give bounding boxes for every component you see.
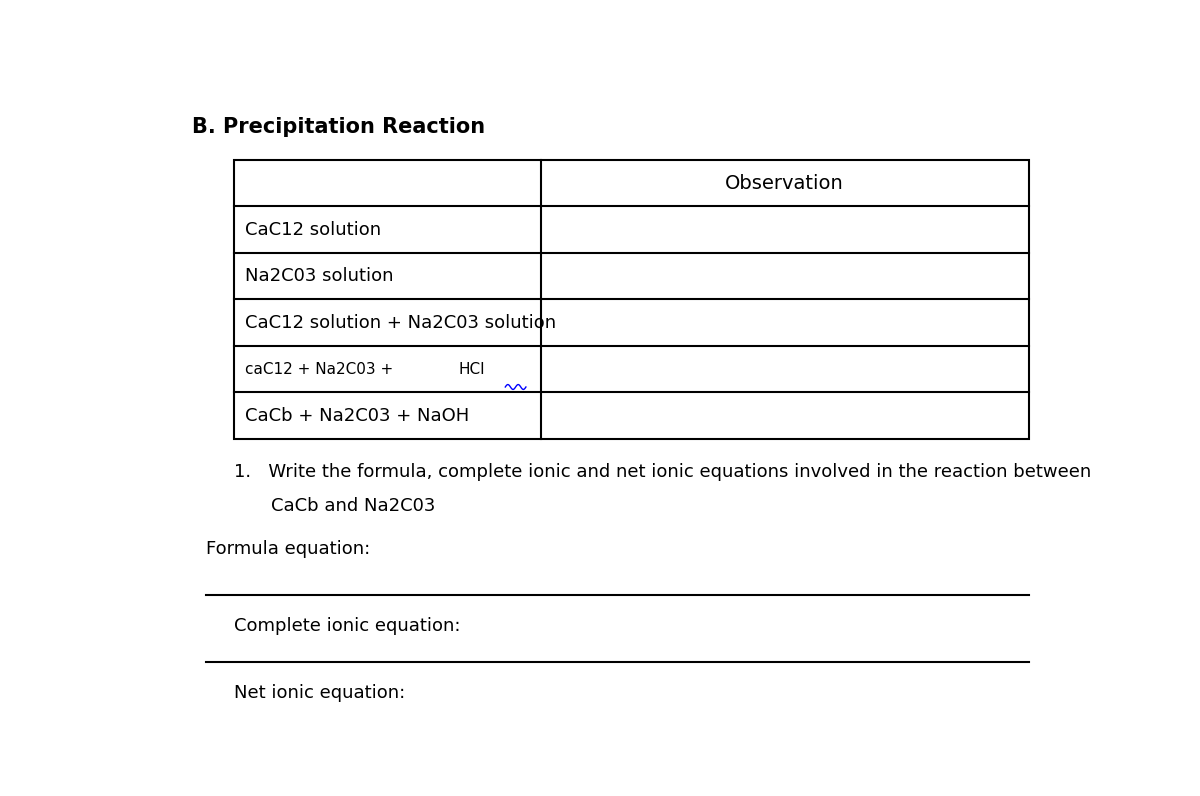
Text: Net ionic equation:: Net ionic equation: — [234, 684, 404, 702]
Bar — [234, 160, 1028, 439]
Text: CaC12 solution: CaC12 solution — [245, 220, 380, 239]
Text: Na2C03 solution: Na2C03 solution — [245, 267, 394, 285]
Text: B. Precipitation Reaction: B. Precipitation Reaction — [192, 117, 485, 137]
Text: HCI: HCI — [458, 361, 485, 377]
Text: CaCb and Na2C03: CaCb and Na2C03 — [271, 497, 436, 515]
Text: Observation: Observation — [725, 174, 844, 193]
Text: CaCb + Na2C03 + NaOH: CaCb + Na2C03 + NaOH — [245, 407, 469, 424]
Text: Complete ionic equation:: Complete ionic equation: — [234, 616, 461, 634]
Text: CaC12 solution + Na2C03 solution: CaC12 solution + Na2C03 solution — [245, 314, 556, 332]
Text: 1.   Write the formula, complete ionic and net ionic equations involved in the r: 1. Write the formula, complete ionic and… — [234, 463, 1091, 482]
Text: caC12 + Na2C03 +: caC12 + Na2C03 + — [245, 361, 398, 377]
Text: Formula equation:: Formula equation: — [206, 540, 370, 558]
